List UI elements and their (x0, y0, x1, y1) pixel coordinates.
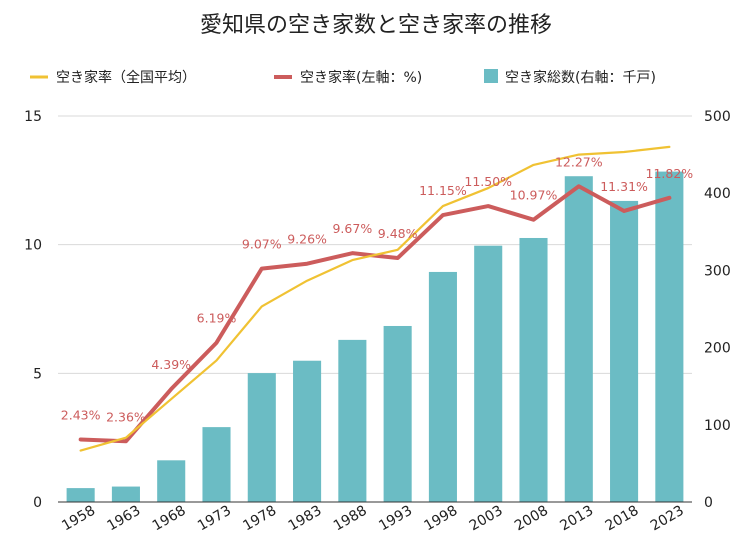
x-tick-label: 2003 (467, 503, 506, 535)
data-label: 12.27% (555, 154, 603, 169)
bar (202, 427, 231, 502)
x-tick-label: 2008 (512, 503, 551, 535)
y-left-tick-label: 15 (24, 109, 42, 125)
legend-label-national-rate: 空き家率（全国平均） (56, 69, 196, 86)
data-label: 11.82% (646, 166, 694, 181)
chart-title: 愛知県の空き家数と空き家率の推移 (200, 13, 552, 38)
y-right-tick-label: 500 (704, 109, 731, 125)
bar (111, 486, 140, 502)
legend-swatch-vacant-total (484, 69, 498, 83)
data-label: 9.26% (287, 232, 327, 247)
legend-label-vacant-total: 空き家総数(右軸：千戸) (505, 69, 656, 86)
bar (474, 245, 503, 503)
legend-item-vacant-total: 空き家総数(右軸：千戸) (484, 69, 656, 86)
x-tick-label: 1963 (104, 503, 143, 535)
bar (66, 488, 95, 502)
bar (428, 271, 457, 502)
x-tick-label: 2018 (603, 503, 642, 535)
bar (655, 171, 684, 503)
x-tick-label: 1988 (331, 503, 370, 535)
data-label: 10.97% (510, 188, 558, 203)
data-label: 2.36% (106, 409, 146, 424)
y-left-tick-label: 10 (24, 238, 42, 254)
data-label: 9.07% (242, 237, 282, 252)
y-right-tick-label: 200 (704, 341, 731, 357)
bar (293, 360, 322, 502)
data-label: 2.43% (61, 407, 101, 422)
x-tick-label: 1993 (376, 503, 415, 535)
x-tick-label: 2013 (557, 503, 596, 535)
data-labels: 2.43% 2.36% 4.39% 6.19% 9.07% 9.26% 9.67% 9.48%… (61, 154, 694, 424)
data-label: 11.31% (600, 179, 648, 194)
y-right-tick-label: 100 (704, 418, 731, 434)
data-label: 11.15% (419, 183, 467, 198)
data-label: 4.39% (151, 357, 191, 372)
legend-label-aichi-rate: 空き家率(左軸：%) (300, 69, 422, 86)
data-label: 6.19% (197, 311, 237, 326)
x-tick-label: 1968 (150, 503, 189, 535)
x-tick-label: 1998 (421, 503, 460, 535)
y-right-tick-label: 0 (704, 495, 713, 511)
bar (383, 325, 412, 502)
bar (519, 237, 548, 502)
bar (338, 339, 367, 502)
bar (157, 460, 186, 502)
x-tick-label: 1958 (59, 503, 98, 535)
data-label: 9.67% (332, 221, 372, 236)
bar-series (66, 171, 684, 503)
bar (247, 373, 276, 502)
legend: 空き家率（全国平均） 空き家率(左軸：%) 空き家総数(右軸：千戸) (30, 69, 656, 86)
gridlines (58, 115, 692, 503)
x-tick-label: 1973 (195, 503, 234, 535)
data-label: 9.48% (378, 226, 418, 241)
bar (610, 200, 639, 503)
legend-item-aichi-rate: 空き家率(左軸：%) (274, 69, 422, 86)
y-left-tick-label: 5 (33, 366, 42, 382)
x-tick-label: 2023 (648, 503, 687, 535)
x-tick-label: 1983 (286, 503, 325, 535)
y-left-tick-label: 0 (33, 495, 42, 511)
y-right-tick-label: 300 (704, 263, 731, 279)
x-tick-label: 1978 (240, 503, 279, 535)
bar (564, 176, 593, 502)
data-label: 11.50% (464, 174, 512, 189)
y-right-tick-label: 400 (704, 186, 731, 202)
legend-item-national-rate: 空き家率（全国平均） (30, 69, 196, 86)
line-national-rate (79, 145, 671, 452)
line-series (78, 145, 672, 452)
